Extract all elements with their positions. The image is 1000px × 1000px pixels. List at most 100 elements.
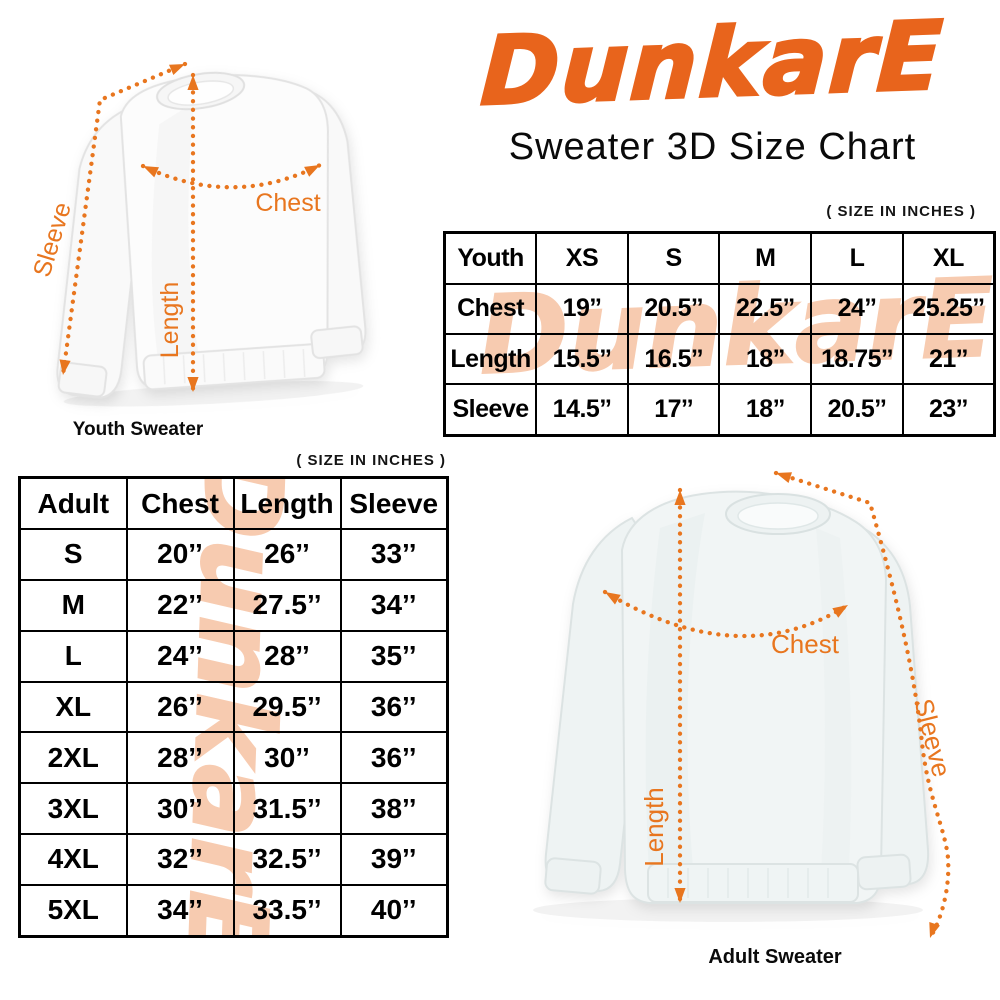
adult-table-row-m: M 22’’ 27.5’’ 34’’ xyxy=(18,578,449,632)
youth-table-cell: 18’’ xyxy=(718,332,813,386)
chest-arrow xyxy=(602,589,851,639)
adult-table-row-label: S xyxy=(18,528,128,581)
adult-table-cell: 30’’ xyxy=(232,731,342,785)
adult-table-row-label: M xyxy=(18,578,128,632)
adult-table-cell: 36’’ xyxy=(339,680,449,734)
arrowhead xyxy=(169,64,185,76)
adult-table-cell: 27.5’’ xyxy=(232,578,342,632)
arrowhead xyxy=(929,922,940,938)
adult-table-row-label: 5XL xyxy=(18,883,128,938)
youth-table-header-cell: XS xyxy=(535,231,629,285)
adult-size-unit-note: ( SIZE IN INCHES ) xyxy=(296,452,446,469)
adult-table-cell: 28’’ xyxy=(125,731,235,785)
adult-table-cell: 22’’ xyxy=(125,578,235,632)
youth-table-cell: 20.5’’ xyxy=(810,383,904,437)
youth-sweater-illustration: Chest Length Sleeve xyxy=(28,61,367,407)
page-title: Sweater 3D Size Chart xyxy=(508,125,917,168)
adult-sweater-image xyxy=(533,490,930,922)
youth-table-row-label: Sleeve xyxy=(443,383,538,437)
chest-label: Chest xyxy=(255,189,320,217)
youth-table-cell: 19’’ xyxy=(535,282,629,335)
adult-table-row-xl: XL 26’’ 29.5’’ 36’’ xyxy=(18,680,449,734)
youth-fold-shading xyxy=(151,102,203,378)
youth-table-cell: 23’’ xyxy=(901,383,996,437)
youth-left-cuff xyxy=(57,361,108,398)
adult-table-cell: 28’’ xyxy=(232,629,342,683)
adult-table-row-label: L xyxy=(18,629,128,683)
arrowhead xyxy=(59,359,71,375)
youth-right-cuff xyxy=(310,325,364,360)
youth-table-cell: 18’’ xyxy=(718,383,813,437)
youth-table-cell: 18.75’’ xyxy=(810,332,904,386)
youth-table-row-label: Chest xyxy=(443,282,538,335)
youth-caption: Youth Sweater xyxy=(72,419,204,440)
arrowhead xyxy=(674,490,686,505)
youth-table-cell: 22.5’’ xyxy=(718,282,813,335)
youth-table-cell: 24’’ xyxy=(810,282,904,335)
youth-sweater-image xyxy=(56,71,367,407)
youth-table-row-chest: Chest 19’’ 20.5’’ 22.5’’ 24’’ 25.25’’ xyxy=(443,282,996,335)
adult-table-cell: 31.5’’ xyxy=(232,782,342,836)
adult-table-cell: 26’’ xyxy=(232,528,342,581)
adult-table-row-label: XL xyxy=(18,680,128,734)
adult-collar-inner xyxy=(737,502,819,530)
youth-table-cell: 25.25’’ xyxy=(901,282,996,335)
youth-table-cell: 20.5’’ xyxy=(626,282,721,335)
adult-table-cell: 38’’ xyxy=(339,782,449,836)
youth-table-section: DunkarE Youth XS S M L XL Chest 19’’ 20.5’’ 22.5’… xyxy=(443,231,996,437)
youth-table-row-sleeve: Sleeve 14.5’’ 17’’ 18’’ 20.5’’ 23’’ xyxy=(443,383,996,437)
youth-table-row-label: Length xyxy=(443,332,538,386)
youth-table-header-cell: Youth xyxy=(443,231,538,285)
adult-table-cell: 30’’ xyxy=(125,782,235,836)
adult-table-cell: 39’’ xyxy=(339,833,449,886)
arrowhead xyxy=(143,166,159,178)
youth-table-header-cell: L xyxy=(810,231,904,285)
youth-table-cell: 14.5’’ xyxy=(535,383,629,437)
adult-hem-ribs xyxy=(667,868,829,898)
youth-table-cell: 15.5’’ xyxy=(535,332,629,386)
adult-table-row-label: 2XL xyxy=(18,731,128,785)
adult-table-cell: 29.5’’ xyxy=(232,680,342,734)
youth-size-unit-note: ( SIZE IN INCHES ) xyxy=(826,203,976,220)
adult-table-row-label: 4XL xyxy=(18,833,128,886)
adult-fold-shading-right xyxy=(816,528,852,888)
youth-collar-inner xyxy=(167,80,235,106)
adult-table-section: DunkarE Adult Chest Length Sleeve S 20’’ 26’’ 3… xyxy=(18,476,449,938)
adult-table-row-s: S 20’’ 26’’ 33’’ xyxy=(18,528,449,581)
adult-table-cell: 33.5’’ xyxy=(232,883,342,938)
adult-table-row-2xl: 2XL 28’’ 30’’ 36’’ xyxy=(18,731,449,785)
adult-table-cell: 34’’ xyxy=(125,883,235,938)
arrowhead xyxy=(187,75,199,90)
adult-table-header-cell: Sleeve xyxy=(339,476,449,531)
chest-label: Chest xyxy=(771,629,840,659)
adult-table-cell: 34’’ xyxy=(339,578,449,632)
sleeve-arrow xyxy=(60,61,188,378)
arrowhead xyxy=(832,605,848,618)
adult-sweater-illustration: Chest Length Sleeve xyxy=(533,470,957,941)
youth-table-header-cell: XL xyxy=(901,231,996,285)
arrowhead xyxy=(304,165,320,177)
adult-table-row-label: 3XL xyxy=(18,782,128,836)
adult-table-row-5xl: 5XL 34’’ 33.5’’ 40’’ xyxy=(18,883,449,938)
adult-table-row-4xl: 4XL 32’’ 32.5’’ 39’’ xyxy=(18,833,449,886)
arrowhead xyxy=(776,472,792,483)
youth-hem-ribs xyxy=(162,348,306,385)
adult-caption: Adult Sweater xyxy=(708,946,842,968)
adult-size-table: Adult Chest Length Sleeve S 20’’ 26’’ 33’’ M 22’’… xyxy=(18,476,449,938)
adult-fold-shading-left xyxy=(645,513,705,891)
adult-table-cell: 36’’ xyxy=(339,731,449,785)
youth-table-header-cell: S xyxy=(626,231,721,285)
adult-table-cell: 32’’ xyxy=(125,833,235,886)
adult-table-cell: 33’’ xyxy=(339,528,449,581)
adult-right-cuff xyxy=(856,853,912,891)
sleeve-arrow xyxy=(773,470,951,941)
adult-table-cell: 26’’ xyxy=(125,680,235,734)
adult-table-cell: 32.5’’ xyxy=(232,833,342,886)
arrowhead xyxy=(605,592,621,605)
youth-table-cell: 21’’ xyxy=(901,332,996,386)
youth-table-row-length: Length 15.5’’ 16.5’’ 18’’ 18.75’’ 21’’ xyxy=(443,332,996,386)
adult-table-row-l: L 24’’ 28’’ 35’’ xyxy=(18,629,449,683)
length-label: Length xyxy=(156,282,184,358)
youth-size-table: Youth XS S M L XL Chest 19’’ 20.5’’ 22.5’’ 24’’ 25.… xyxy=(443,231,996,437)
